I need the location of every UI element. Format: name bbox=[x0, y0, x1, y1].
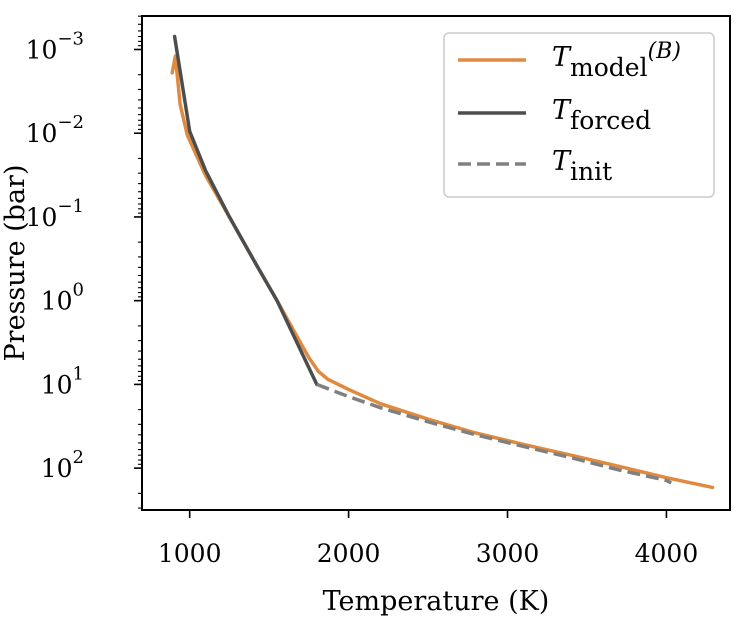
x-axis: 1000 2000 3000 4000 bbox=[158, 510, 698, 568]
x-tick-label: 3000 bbox=[476, 539, 540, 568]
x-tick-label: 4000 bbox=[635, 539, 699, 568]
plot-frame bbox=[141, 15, 731, 511]
series-layer bbox=[170, 34, 715, 490]
x-tick-label: 1000 bbox=[158, 539, 222, 568]
series-line-init bbox=[316, 382, 673, 485]
y-axis-title: Pressure (bar) bbox=[0, 165, 31, 362]
series-line-forced bbox=[172, 34, 319, 387]
legend: Tmodel(B) Tforced Tinit bbox=[443, 32, 715, 198]
legend-frame bbox=[443, 32, 715, 198]
x-axis-title: Temperature (K) bbox=[323, 586, 550, 617]
series-line-model bbox=[170, 54, 715, 490]
legend-label-init: Tinit bbox=[552, 146, 612, 186]
legend-label-model: Tmodel(B) bbox=[552, 39, 681, 82]
legend-label-forced: Tforced bbox=[552, 95, 651, 135]
x-tick-label: 2000 bbox=[317, 539, 381, 568]
